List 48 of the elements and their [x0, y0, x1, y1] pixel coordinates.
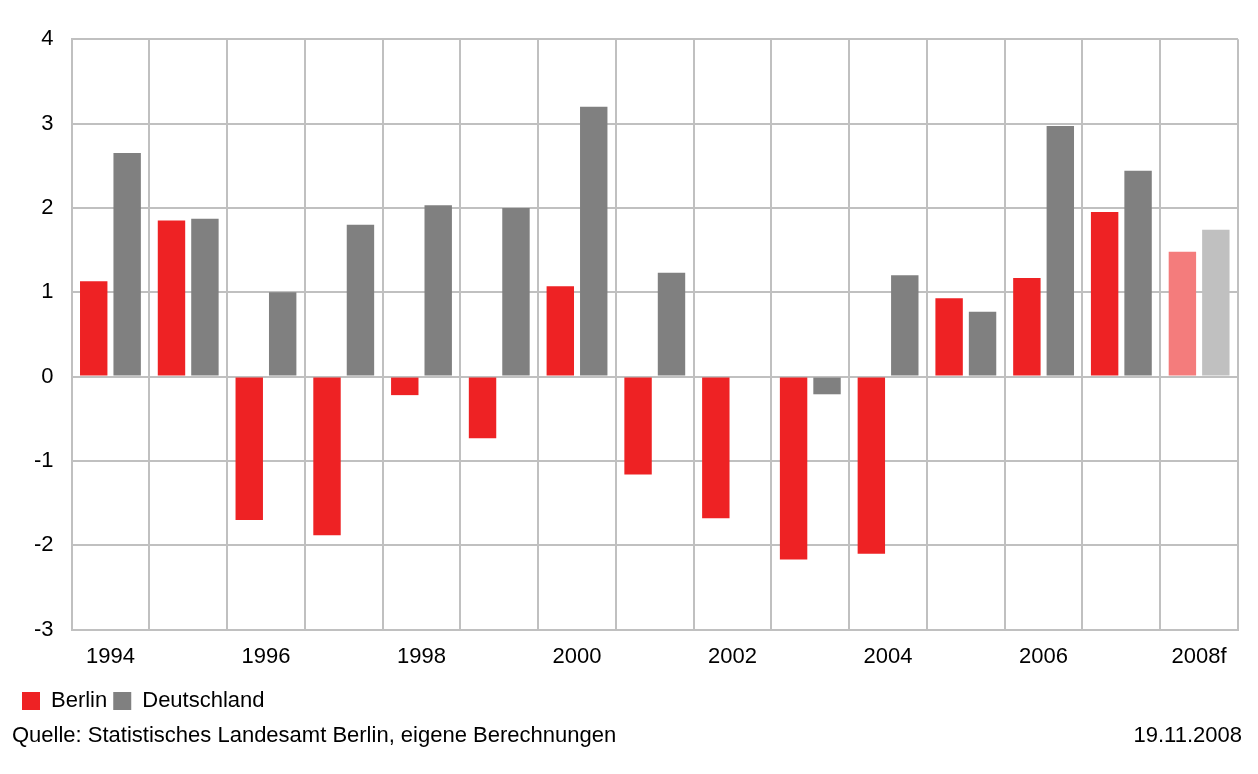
bar: [1046, 126, 1075, 376]
x-tick-label: 2000: [552, 642, 602, 668]
y-tick-label: 1: [41, 278, 54, 304]
bar: [235, 377, 263, 520]
y-tick-label: 3: [41, 109, 54, 135]
x-tick-label: 1998: [397, 642, 446, 668]
x-tick-label: 2006: [1019, 642, 1069, 668]
y-tick-label: 2: [41, 193, 54, 219]
bar: [502, 207, 530, 376]
y-tick-label: -1: [34, 446, 54, 472]
bar: [1168, 251, 1197, 376]
bar: [268, 292, 297, 376]
bar: [580, 106, 608, 376]
x-tick-label: 2002: [708, 642, 758, 668]
x-tick-label: 2004: [863, 642, 913, 668]
bar: [779, 377, 808, 560]
y-tick-label: -2: [34, 531, 54, 557]
y-tick-label: 0: [41, 362, 54, 388]
bar: [1013, 277, 1041, 376]
bar: [113, 153, 141, 376]
bar: [346, 224, 375, 376]
bar: [1090, 212, 1119, 376]
x-tick-label: 1996: [241, 642, 291, 668]
source-note: Quelle: Statistisches Landesamt Berlin, eigene Berechnungen: [12, 722, 617, 748]
x-tick-label: 1994: [85, 642, 135, 668]
bar: [657, 272, 686, 376]
bar: [546, 286, 575, 376]
legend-label: Berlin: [51, 687, 108, 713]
bar: [624, 377, 652, 475]
bar: [391, 377, 419, 396]
bar: [857, 377, 886, 554]
legend-label: Deutschland: [142, 687, 265, 713]
text: 19.11.2008: [1133, 722, 1242, 748]
bar: [468, 377, 497, 439]
y-tick-label: -3: [34, 615, 54, 641]
bar: [424, 205, 452, 376]
bar: [968, 311, 997, 376]
bar: [157, 220, 186, 376]
bar: [935, 298, 963, 376]
y-tick-label: 4: [41, 25, 54, 51]
bar: [1124, 170, 1152, 376]
bar: [80, 281, 108, 376]
x-tick-label: 2008f: [1171, 642, 1228, 668]
bar: [891, 275, 919, 376]
bar: [702, 377, 730, 519]
bar: [191, 218, 219, 376]
bar: [813, 377, 841, 395]
bar: [313, 377, 341, 536]
